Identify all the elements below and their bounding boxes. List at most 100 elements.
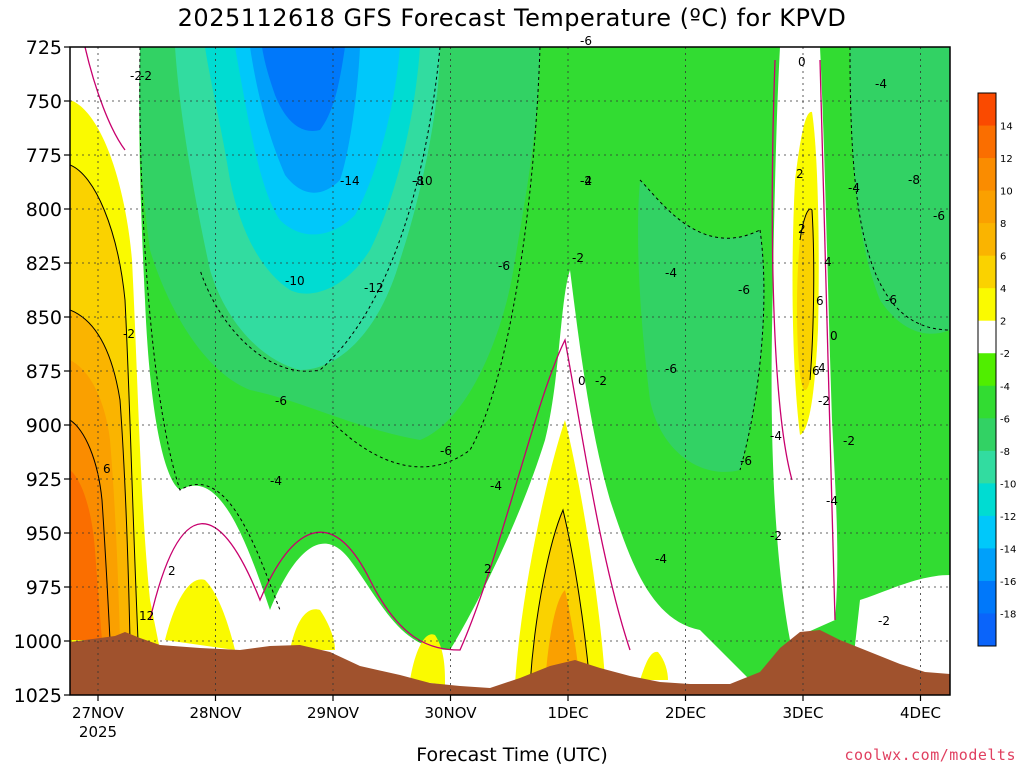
colorbar-label: -10 [1000, 479, 1016, 490]
x-tick-label: 30NOV [424, 704, 477, 722]
contour-label: -4 [665, 266, 677, 280]
x-axis-label: Forecast Time (UTC) [416, 744, 608, 766]
contour-label: -14 [340, 174, 360, 188]
contour-label: -8 [412, 174, 424, 188]
colorbar-label: 14 [1000, 122, 1013, 133]
field-p2-a [165, 579, 235, 650]
contour-label: 0 [798, 55, 806, 69]
x-tick-label: 3DEC [782, 704, 823, 722]
contour-label: -2 [580, 174, 592, 188]
contour-label: -2 [123, 327, 135, 341]
contour-label: -4 [826, 494, 838, 508]
colorbar-segment [978, 515, 996, 549]
colorbar-label: -2 [1000, 349, 1010, 360]
field-p4-3dec [796, 209, 814, 390]
field-m6b [850, 47, 950, 334]
contour-label: -4 [770, 429, 782, 443]
field-white [70, 47, 760, 690]
colorbar-segment [978, 288, 996, 322]
colorbar-segment [978, 125, 996, 159]
colorbar-label: -8 [1000, 447, 1010, 458]
colorbar-segment [978, 93, 996, 127]
contour-label: -2 [572, 251, 584, 265]
terrain [70, 630, 950, 695]
contour-label: -6 [740, 454, 752, 468]
contour-label: -6 [498, 259, 510, 273]
pos-contours [70, 164, 815, 686]
contour-label: 0 [578, 374, 586, 388]
contour-label: -2 [818, 394, 830, 408]
contour-label: -10 [413, 174, 433, 188]
contour-label: -6 [275, 394, 287, 408]
contour-label: -6 [933, 209, 945, 223]
colorbar-segment [978, 450, 996, 484]
chart-title: 2025112618 GFS Forecast Temperature (ºC)… [177, 4, 847, 32]
y-tick-label: 975 [26, 577, 62, 599]
y-axis: 725 750 775 800 825 850 875 900 925 950 975 1000 102… [14, 37, 70, 707]
contour-label: 6 [103, 462, 111, 476]
field-p2-b [290, 609, 335, 650]
contour-label: 2 [796, 167, 804, 181]
x-tick-label: 1DEC [547, 704, 588, 722]
colorbar-segment [978, 353, 996, 387]
y-tick-label: 775 [26, 145, 62, 167]
y-tick-label: 1025 [14, 685, 62, 707]
field-p2-e [640, 651, 668, 680]
colorbar-label: -6 [1000, 414, 1010, 425]
colorbar-label: 6 [1000, 252, 1006, 263]
colorbar-segment [978, 385, 996, 419]
colorbar-label: -12 [1000, 512, 1016, 523]
contour-label: -4 [875, 77, 887, 91]
contour-label: -2 [770, 529, 782, 543]
colorbar-label: -18 [1000, 609, 1016, 620]
contour-label: -8 [908, 173, 920, 187]
colorbar-label: -14 [1000, 544, 1016, 555]
contour-label: 6 [812, 364, 820, 378]
colorbar-label: 8 [1000, 219, 1006, 230]
colorbar-segment [978, 580, 996, 614]
x-tick-label: 2DEC [665, 704, 706, 722]
y-tick-label: 725 [26, 37, 62, 59]
colorbar-segment [978, 320, 996, 354]
y-tick-label: 800 [26, 199, 62, 221]
contour-label: 2 [168, 564, 176, 578]
contour-label: 0 [830, 329, 838, 343]
contour-label: 4 [824, 255, 832, 269]
x-tick-label: 28NOV [189, 704, 242, 722]
contour-label: -2 [843, 434, 855, 448]
contour-label: 12 [139, 609, 154, 623]
y-tick-label: 850 [26, 307, 62, 329]
x-tick-label: 4DEC [900, 704, 941, 722]
contour-label: -6 [885, 293, 897, 307]
contour-label: -6 [580, 34, 592, 48]
colorbar-segment [978, 190, 996, 224]
y-tick-label: 1000 [14, 631, 62, 653]
x-tick-label: 27NOV [72, 704, 125, 722]
contour-label: 2 [484, 562, 492, 576]
contour-label: -4 [490, 479, 502, 493]
colorbar-segment [978, 548, 996, 582]
colorbar-segment [978, 483, 996, 517]
contour-label: -2 [595, 374, 607, 388]
contour-label: -4 [848, 181, 860, 195]
y-tick-label: 825 [26, 253, 62, 275]
credit-text: coolwx.com/modelts [844, 746, 1016, 764]
colorbar-segment [978, 255, 996, 289]
colorbar: 14 12 10 8 6 4 2 -2 -4 -6 -8 -10 -12 -14 -16 -18 [977, 92, 1016, 647]
colorbar-label: 4 [1000, 284, 1006, 295]
contour-label: -6 [665, 362, 677, 376]
contour-label: -4 [655, 552, 667, 566]
contour-labels: -2-2-6-14-10-12-10-8-6-4-6-20-2-6-4-4-2-… [103, 34, 945, 628]
contour-label: -12 [364, 281, 384, 295]
field-m6c [638, 180, 764, 472]
y-tick-label: 925 [26, 469, 62, 491]
contour-label: -2 [140, 69, 152, 83]
y-tick-label: 875 [26, 361, 62, 383]
field-p12-left [70, 470, 102, 640]
colorbar-label: -16 [1000, 577, 1016, 588]
x-tick-sublabel: 2025 [79, 723, 117, 741]
contour-label: -2 [130, 69, 142, 83]
field-m16 [262, 47, 345, 131]
colorbar-label: 10 [1000, 187, 1013, 198]
